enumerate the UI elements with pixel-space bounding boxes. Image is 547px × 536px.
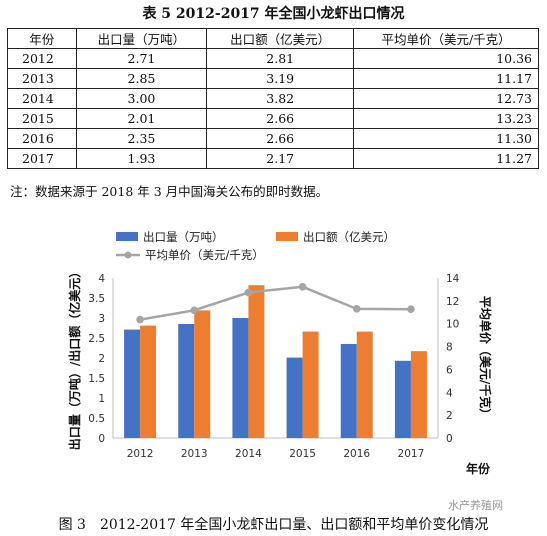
legend-label: 平均单价（美元/千克）: [145, 248, 264, 262]
header-year: 年份: [7, 28, 77, 49]
table-title: 表 5 2012-2017 年全国小龙虾出口情况: [142, 6, 405, 22]
cell-year: 2015: [7, 108, 77, 129]
cell-volume: 2.35: [75, 128, 208, 149]
table-row: 2012 2.71 2.81 10.36: [7, 48, 539, 69]
cell-value: 2.66: [206, 128, 355, 149]
x-tick-label: 2017: [398, 448, 425, 460]
y-tick-label: 3: [98, 313, 105, 325]
cell-value: 3.82: [206, 88, 355, 109]
header-volume: 出口量（万吨）: [75, 28, 208, 49]
price-point: [407, 305, 415, 313]
y2-tick-label: 10: [446, 319, 459, 331]
bar-value: [356, 331, 373, 438]
export-table: 年份 出口量（万吨） 出口额（亿美元） 平均单价（美元/千克） 2012 2.7…: [7, 28, 539, 169]
legend-swatch: [116, 232, 138, 241]
bar-volume: [286, 357, 303, 438]
cell-price: 13.23: [353, 108, 539, 129]
y2-tick-label: 6: [446, 364, 453, 376]
y2-axis-title: 平均单价（美元/千克）: [478, 296, 493, 420]
cell-year: 2013: [7, 68, 77, 89]
cell-price: 11.27: [353, 148, 539, 169]
table-row: 2015 2.01 2.66 13.23: [7, 108, 539, 129]
bar-volume: [394, 360, 411, 438]
table-header-row: 年份 出口量（万吨） 出口额（亿美元） 平均单价（美元/千克）: [7, 28, 539, 49]
price-line: [139, 285, 411, 321]
x-tick-label: 2012: [127, 448, 154, 460]
price-point: [244, 288, 253, 297]
cell-volume: 2.01: [75, 108, 208, 129]
cell-price: 11.17: [353, 68, 539, 89]
y2-tick-label: 0: [446, 433, 453, 445]
legend-label: 出口量（万吨）: [143, 230, 224, 244]
bar-value: [194, 310, 211, 438]
bar-volume: [232, 318, 249, 438]
table-row: 2016 2.35 2.66 11.30: [7, 128, 539, 149]
y-axis-title: 出口量（万吨）/出口额（亿美元）: [67, 266, 82, 450]
bar-value: [410, 351, 427, 438]
table-row: 2014 3.00 3.82 12.73: [7, 88, 539, 109]
cell-price: 11.30: [353, 128, 539, 149]
cell-volume: 2.85: [75, 68, 208, 89]
legend-marker: [124, 251, 132, 259]
y-tick-label: 0.5: [88, 413, 105, 425]
price-point: [136, 315, 144, 324]
cell-price: 10.36: [353, 48, 539, 69]
export-chart: 出口量（万吨） 出口额（亿美元） 平均单价（美元/千克） 0 0.5 1 1.5 2 2.5 3 3…: [67, 230, 493, 476]
legend-label: 出口额（亿美元）: [303, 230, 395, 244]
table-row: 2017 1.93 2.17 11.27: [7, 148, 539, 169]
y2-tick-label: 8: [446, 342, 453, 354]
bar-value: [302, 331, 319, 438]
cell-value: 2.17: [206, 148, 355, 169]
x-tick-label: 2014: [235, 448, 262, 460]
bar-volume: [340, 344, 357, 438]
y2-tick-label: 2: [446, 410, 453, 422]
price-point: [298, 283, 307, 291]
table-row: 2013 2.85 3.19 11.17: [7, 68, 539, 89]
cell-volume: 2.71: [75, 48, 208, 69]
price-point: [352, 305, 361, 313]
watermark: 水产养殖网: [448, 499, 503, 512]
price-point: [190, 306, 199, 315]
x-tick-label: 2016: [343, 448, 370, 460]
cell-value: 2.66: [206, 108, 355, 129]
cell-year: 2016: [7, 128, 77, 149]
cell-price: 12.73: [353, 88, 539, 109]
bar-value: [140, 325, 157, 438]
cell-value: 2.81: [206, 48, 355, 69]
cell-year: 2012: [7, 48, 77, 69]
y2-tick-label: 4: [446, 387, 453, 399]
y-tick-label: 0: [98, 433, 105, 445]
y-tick-label: 1: [98, 393, 105, 405]
y-tick-label: 1.5: [88, 373, 105, 385]
y-tick-label: 2: [98, 353, 105, 365]
x-axis-title: 年份: [466, 461, 491, 476]
y2-tick-label: 12: [446, 296, 459, 308]
bar-value: [248, 285, 265, 438]
cell-volume: 3.00: [75, 88, 208, 109]
cell-year: 2014: [7, 88, 77, 109]
cell-value: 3.19: [206, 68, 355, 89]
y-tick-label: 4: [98, 273, 105, 285]
x-tick-label: 2015: [289, 448, 316, 460]
x-tick-label: 2013: [181, 448, 208, 460]
header-value: 出口额（亿美元）: [206, 28, 355, 49]
figure-caption: 图 3 2012-2017 年全国小龙虾出口量、出口额和平均单价变化情况: [58, 517, 489, 533]
cell-year: 2017: [7, 148, 77, 169]
y-tick-label: 2.5: [88, 333, 105, 345]
bar-volume: [124, 329, 141, 438]
header-price: 平均单价（美元/千克）: [353, 28, 539, 49]
legend-swatch: [276, 232, 298, 241]
cell-volume: 1.93: [75, 148, 208, 169]
bar-volume: [178, 324, 195, 438]
data-source-note: 注：数据来源于 2018 年 3 月中国海关公布的即时数据。: [10, 184, 329, 199]
y-tick-label: 3.5: [88, 293, 105, 305]
y2-tick-label: 14: [446, 273, 460, 285]
